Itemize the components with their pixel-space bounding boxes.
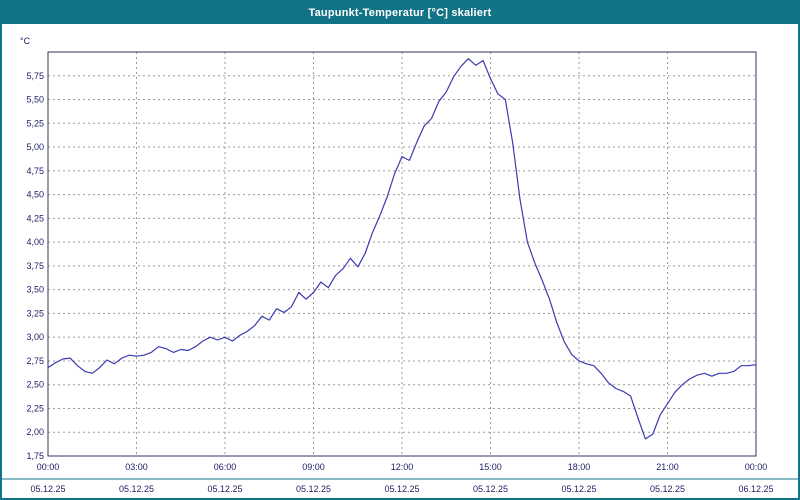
date-label: 05.12.25 — [473, 484, 508, 494]
y-tick-label: 2,75 — [26, 356, 44, 366]
x-tick-label: 18:00 — [568, 462, 591, 472]
y-tick-label: 3,00 — [26, 332, 44, 342]
plot-frame — [47, 51, 757, 457]
y-tick-label: 5,75 — [26, 71, 44, 81]
x-tick-label: 15:00 — [479, 462, 502, 472]
date-label: 05.12.25 — [30, 484, 65, 494]
x-tick-label: 06:00 — [214, 462, 237, 472]
y-tick-label: 5,00 — [26, 142, 44, 152]
y-tick-label: 2,00 — [26, 427, 44, 437]
y-tick-label: 2,25 — [26, 403, 44, 413]
date-label: 05.12.25 — [650, 484, 685, 494]
window-title: Taupunkt-Temperatur [°C] skaliert — [308, 7, 492, 19]
y-tick-label: 3,25 — [26, 308, 44, 318]
y-tick-label: 5,50 — [26, 95, 44, 105]
chart-canvas: 1,75 2,00 2,25 2,50 2,75 3,00 3,25 3,50 3,75 4,00… — [2, 36, 798, 494]
date-label: 05.12.25 — [296, 484, 331, 494]
y-axis-unit-label: °C — [20, 36, 31, 46]
x-tick-label: 00:00 — [37, 462, 60, 472]
y-tick-label: 2,50 — [26, 380, 44, 390]
y-tick-label: 4,75 — [26, 166, 44, 176]
y-tick-label: 3,50 — [26, 285, 44, 295]
x-tick-label: 03:00 — [125, 462, 148, 472]
x-tick-label: 12:00 — [391, 462, 414, 472]
x-tick-label: 21:00 — [656, 462, 679, 472]
date-label: 05.12.25 — [207, 484, 242, 494]
y-tick-label: 4,50 — [26, 190, 44, 200]
y-tick-label: 5,25 — [26, 118, 44, 128]
y-tick-label: 4,25 — [26, 213, 44, 223]
date-label: 05.12.25 — [384, 484, 419, 494]
chart-area: 1,75 2,00 2,25 2,50 2,75 3,00 3,25 3,50 3,75 4,00… — [2, 24, 798, 498]
date-label: 05.12.25 — [561, 484, 596, 494]
x-tick-label: 09:00 — [302, 462, 325, 472]
series-line — [47, 58, 757, 440]
y-tick-label: 1,75 — [26, 451, 44, 461]
y-tick-label: 4,00 — [26, 237, 44, 247]
y-tick-label: 3,75 — [26, 261, 44, 271]
date-label: 05.12.25 — [119, 484, 154, 494]
x-tick-label: 00:00 — [745, 462, 768, 472]
date-label: 06.12.25 — [738, 484, 773, 494]
title-bar: Taupunkt-Temperatur [°C] skaliert — [2, 2, 798, 24]
